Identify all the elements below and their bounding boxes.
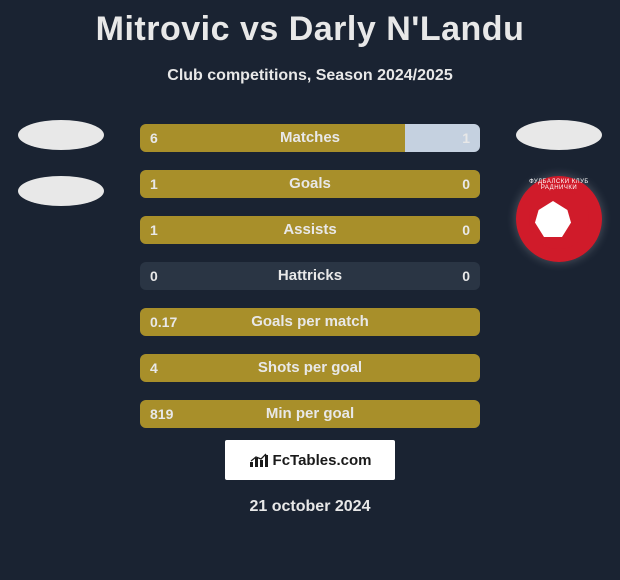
left-player-badges	[18, 120, 104, 232]
stat-value-left: 0.17	[150, 308, 177, 336]
chart-icon	[249, 452, 269, 468]
brand-box: FcTables.com	[225, 440, 395, 480]
player2-club-badge: ФУДБАЛСКИ КЛУБ РАДНИЧКИ	[516, 176, 602, 262]
stat-label: Matches	[140, 124, 480, 152]
stat-row: Min per goal819	[140, 400, 480, 428]
stat-label: Goals	[140, 170, 480, 198]
stats-container: Matches61Goals10Assists10Hattricks00Goal…	[140, 124, 480, 446]
stat-row: Hattricks0 0	[140, 262, 480, 290]
stat-label: Min per goal	[140, 400, 480, 428]
date-text: 21 october 2024	[0, 498, 620, 516]
stat-row: Goals per match0.17	[140, 308, 480, 336]
stat-value-left: 819	[150, 400, 173, 428]
stat-label: Assists	[140, 216, 480, 244]
stat-value-left: 0	[150, 262, 158, 290]
stat-label: Shots per goal	[140, 354, 480, 382]
stat-value-left: 1	[150, 216, 158, 244]
stat-value-left: 6	[150, 124, 158, 152]
right-player-badges: ФУДБАЛСКИ КЛУБ РАДНИЧКИ	[516, 120, 602, 262]
stat-value-left: 1	[150, 170, 158, 198]
stat-row: Goals1 0	[140, 170, 480, 198]
stat-label: Goals per match	[140, 308, 480, 336]
stat-row: Shots per goal4	[140, 354, 480, 382]
page-title: Mitrovic vs Darly N'Landu	[0, 0, 620, 49]
player1-logo-placeholder-1	[18, 120, 104, 150]
stat-row: Matches6 1	[140, 124, 480, 152]
page-subtitle: Club competitions, Season 2024/2025	[0, 67, 620, 85]
stat-value-right: 0	[462, 216, 470, 244]
stat-value-right: 0	[462, 170, 470, 198]
stat-value-right: 1	[462, 124, 470, 152]
club-badge-inner	[529, 189, 589, 249]
stat-row: Assists1 0	[140, 216, 480, 244]
eagle-icon	[535, 201, 571, 237]
player1-logo-placeholder-2	[18, 176, 104, 206]
brand-text: FcTables.com	[273, 452, 372, 469]
player2-logo-placeholder-1	[516, 120, 602, 150]
stat-value-right: 0	[462, 262, 470, 290]
stat-value-left: 4	[150, 354, 158, 382]
stat-label: Hattricks	[140, 262, 480, 290]
